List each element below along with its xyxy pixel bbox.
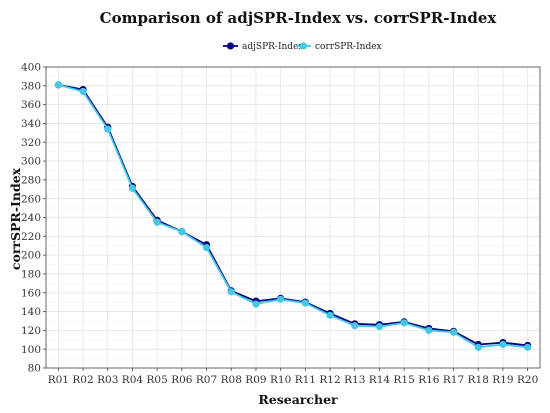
- y-tick-label: 140: [21, 306, 41, 318]
- y-tick-label: 180: [21, 269, 41, 281]
- x-tick-label: R13: [344, 374, 365, 386]
- y-tick-label: 220: [21, 231, 41, 243]
- y-tick-label: 100: [21, 344, 41, 356]
- y-axis-title: corrSPR-Index: [8, 167, 23, 270]
- grid: [46, 66, 540, 369]
- data-point: [449, 328, 458, 336]
- y-tick-label: 300: [21, 156, 41, 168]
- legend-label-corr: corrSPR-Index: [315, 42, 382, 52]
- x-axis-title: Researcher: [258, 392, 338, 407]
- x-tick-label: R10: [270, 374, 291, 386]
- x-tick-label: R16: [418, 374, 440, 386]
- x-tick-label: R06: [171, 374, 193, 386]
- data-point: [227, 288, 235, 296]
- y-tick-label: 80: [28, 363, 41, 375]
- chart-title: Comparison of adjSPR-Index vs. corrSPR-I…: [100, 9, 498, 27]
- data-point: [128, 184, 137, 192]
- series-0: [54, 81, 532, 350]
- data-point: [277, 295, 285, 303]
- y-tick-label: 200: [21, 250, 41, 262]
- y-tick-label: 160: [21, 287, 41, 299]
- data-point: [524, 343, 532, 351]
- x-tick-label: R08: [221, 374, 242, 386]
- y-tick-label: 280: [21, 174, 41, 186]
- x-tick-label: R12: [319, 374, 340, 386]
- x-tick-label: R07: [196, 374, 217, 386]
- x-tick-label: R04: [122, 374, 144, 386]
- data-point: [252, 300, 260, 308]
- legend: adjSPR-Index corrSPR-Index: [223, 42, 382, 52]
- x-tick-label: R18: [468, 374, 489, 386]
- y-tick-label: 240: [21, 212, 41, 224]
- x-tick-label: R11: [295, 374, 316, 386]
- legend-marker-corr: [299, 42, 308, 50]
- data-point: [301, 299, 309, 307]
- y-tick-label: 340: [21, 118, 41, 130]
- legend-marker-adj: [226, 42, 235, 50]
- data-point: [351, 322, 359, 330]
- data-point: [104, 125, 112, 133]
- data-point: [400, 319, 408, 327]
- data-point: [54, 81, 62, 89]
- data-point: [79, 87, 87, 96]
- data-point: [375, 323, 384, 331]
- data-point: [425, 326, 433, 334]
- y-axis: 80 100 120 140 160 180 200 220 240 260 280 300 320 34…: [21, 62, 46, 375]
- x-tick-label: R20: [517, 374, 538, 386]
- y-tick-label: 260: [21, 193, 41, 205]
- data-point: [326, 311, 334, 319]
- y-tick-label: 360: [21, 99, 41, 111]
- data-point: [499, 340, 507, 349]
- legend-label-adj: adjSPR-Index: [242, 42, 303, 52]
- x-tick-label: R03: [97, 374, 118, 386]
- series-1: [54, 81, 532, 351]
- series-layer: [54, 81, 532, 351]
- data-point: [153, 218, 161, 226]
- data-point: [202, 244, 211, 252]
- series-line: [58, 83, 528, 347]
- x-tick-label: R15: [394, 374, 415, 386]
- x-axis: R01 R02 R03 R04 R05 R06 R07 R08 R09 R10 R11 R12 R13 R…: [48, 368, 538, 386]
- x-tick-label: R14: [369, 374, 391, 386]
- x-tick-label: R09: [245, 374, 266, 386]
- x-tick-label: R17: [443, 374, 464, 386]
- series-line: [58, 84, 528, 349]
- x-tick-label: R02: [72, 374, 93, 386]
- y-tick-label: 320: [21, 137, 41, 149]
- legend-item-corr: corrSPR-Index: [296, 42, 382, 52]
- x-tick-label: R19: [492, 374, 513, 386]
- x-tick-label: R01: [48, 374, 69, 386]
- x-tick-label: R05: [147, 374, 168, 386]
- y-tick-label: 380: [21, 80, 41, 92]
- data-point: [178, 228, 186, 236]
- y-tick-label: 120: [21, 325, 41, 337]
- legend-item-adj: adjSPR-Index: [223, 42, 303, 52]
- y-tick-label: 400: [21, 62, 41, 74]
- data-point: [474, 343, 482, 351]
